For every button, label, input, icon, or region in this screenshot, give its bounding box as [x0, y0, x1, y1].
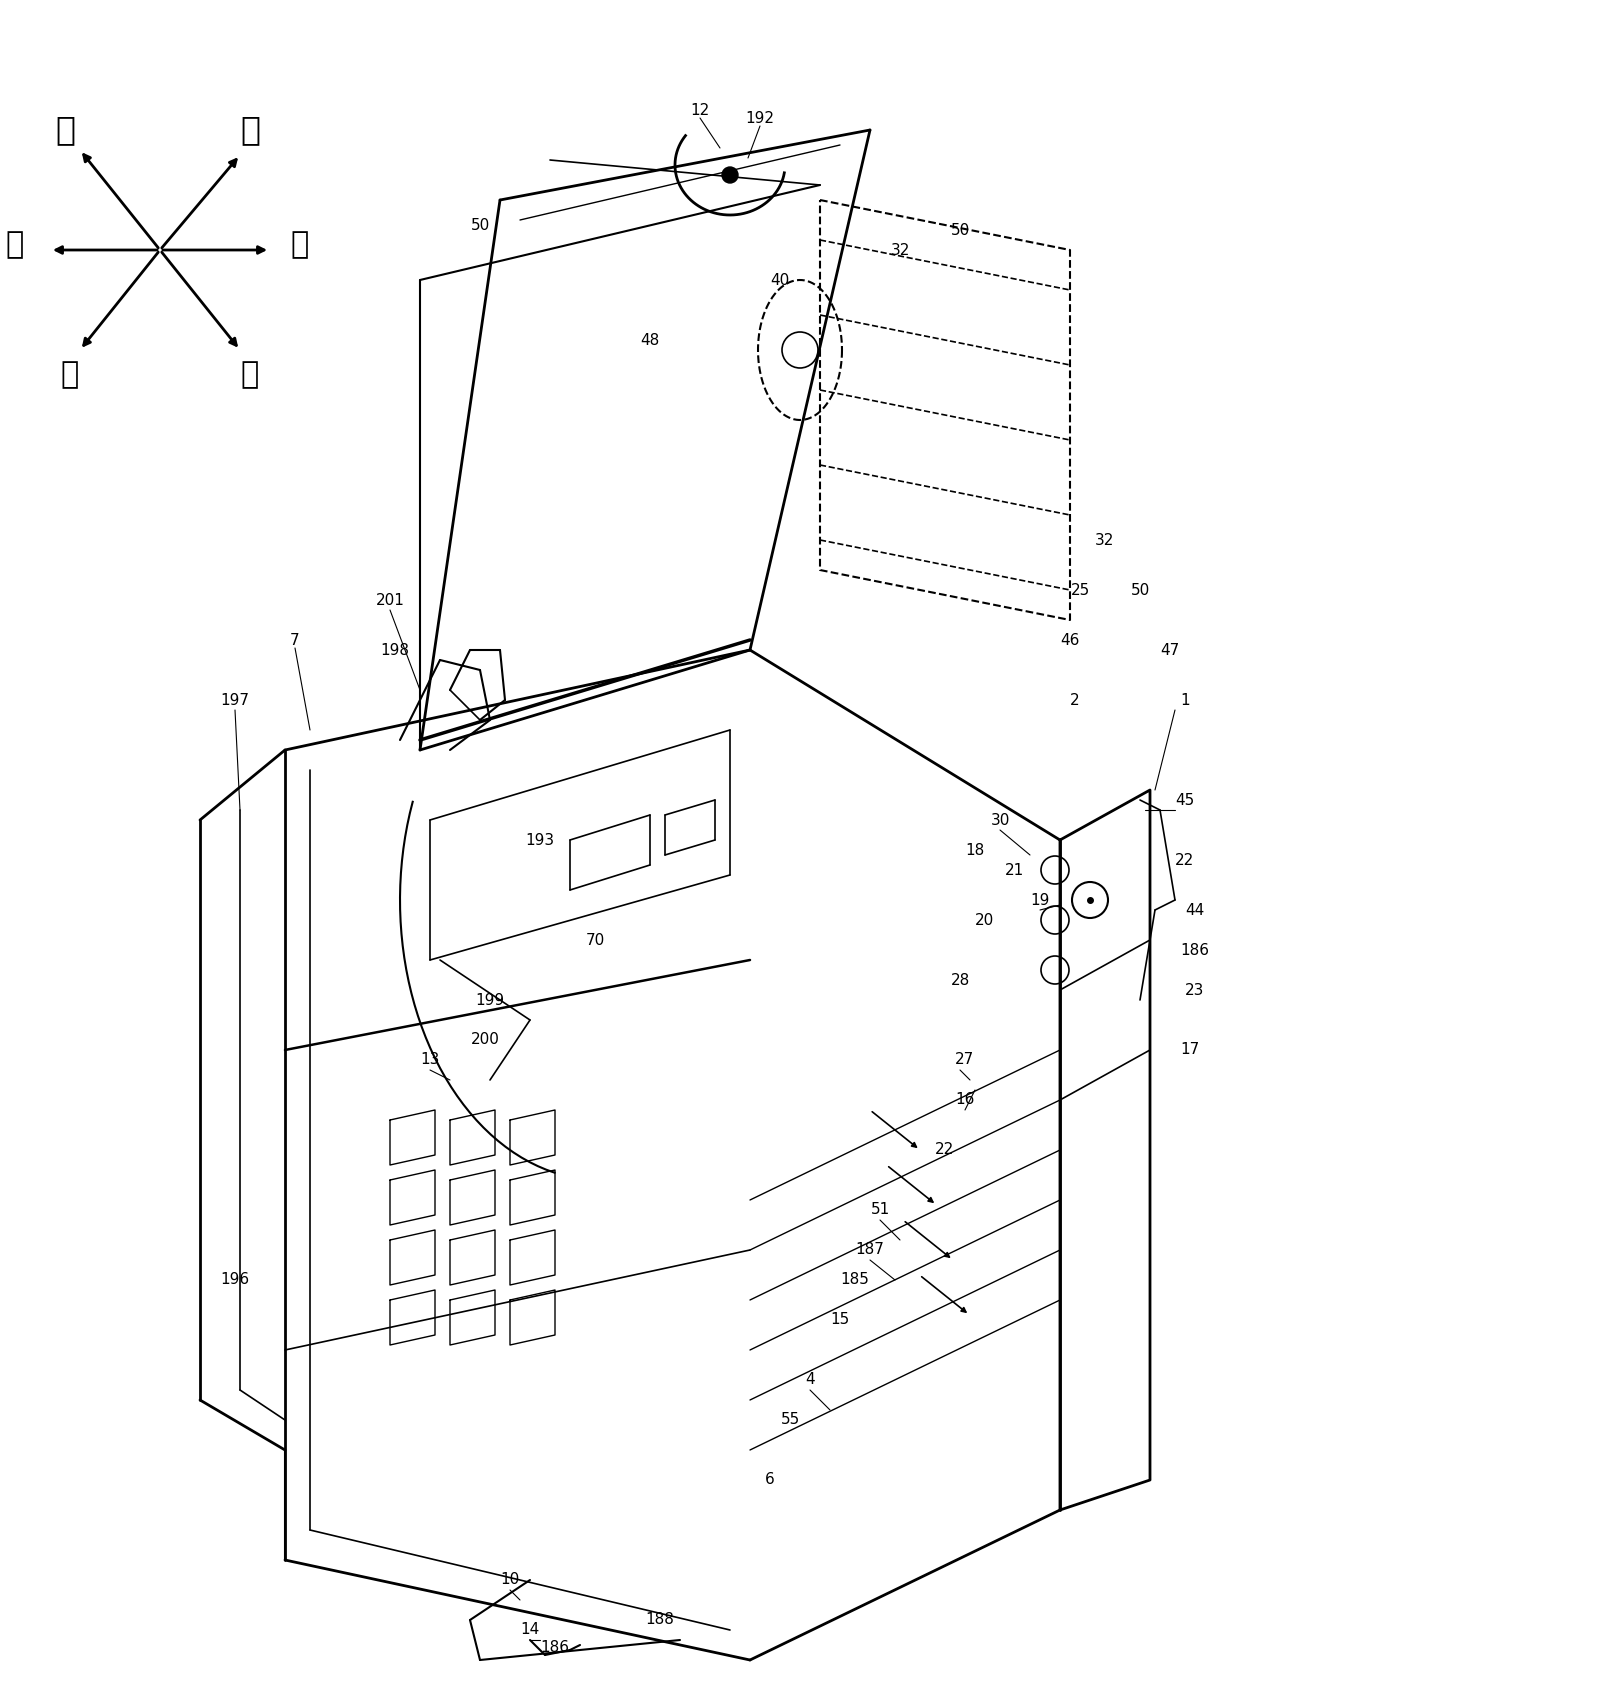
Text: 45: 45: [1175, 792, 1194, 807]
Text: 40: 40: [770, 272, 789, 288]
Text: 199: 199: [476, 992, 505, 1008]
Text: 上: 上: [6, 230, 24, 259]
Text: 200: 200: [471, 1033, 500, 1048]
Text: 186: 186: [1181, 942, 1210, 957]
Text: 198: 198: [381, 643, 410, 658]
Text: 16: 16: [955, 1093, 975, 1107]
Text: 193: 193: [525, 833, 554, 848]
Text: 201: 201: [376, 592, 405, 607]
Text: 51: 51: [871, 1203, 890, 1218]
Text: 4: 4: [805, 1373, 815, 1388]
Text: 25: 25: [1070, 582, 1090, 597]
Text: 1: 1: [1180, 693, 1189, 708]
Text: 廾: 廾: [61, 360, 79, 390]
Text: 197: 197: [220, 693, 249, 708]
Text: 192: 192: [746, 111, 775, 126]
Text: 46: 46: [1061, 632, 1080, 648]
Text: 右: 右: [239, 113, 260, 146]
Text: 10: 10: [500, 1573, 519, 1588]
Text: 21: 21: [1006, 863, 1025, 878]
Text: 23: 23: [1186, 982, 1205, 997]
Text: 196: 196: [220, 1273, 249, 1287]
Text: 前: 前: [241, 360, 259, 390]
Text: 50: 50: [471, 217, 490, 232]
Text: 22: 22: [935, 1142, 955, 1157]
Text: 20: 20: [975, 913, 995, 927]
Text: 32: 32: [890, 242, 910, 257]
Text: 32: 32: [1096, 533, 1115, 548]
Text: 卜: 卜: [291, 230, 309, 259]
Text: 185: 185: [840, 1273, 869, 1287]
Circle shape: [722, 167, 738, 183]
Text: 44: 44: [1186, 903, 1205, 917]
Text: 15: 15: [831, 1312, 850, 1327]
Text: 14: 14: [521, 1623, 540, 1638]
Text: 19: 19: [1030, 893, 1049, 908]
Text: 55: 55: [781, 1413, 800, 1428]
Text: 6: 6: [765, 1472, 775, 1487]
Text: 18: 18: [966, 843, 985, 858]
Text: 48: 48: [640, 333, 659, 348]
Text: 7: 7: [291, 632, 301, 648]
Text: 30: 30: [990, 812, 1009, 828]
Text: 50: 50: [1130, 582, 1149, 597]
Text: 2: 2: [1070, 693, 1080, 708]
Text: 27: 27: [956, 1053, 974, 1068]
Text: 28: 28: [950, 972, 969, 987]
Text: 后: 后: [55, 113, 76, 146]
Text: 22: 22: [1175, 853, 1194, 868]
Text: 186: 186: [540, 1640, 569, 1655]
Text: 50: 50: [950, 222, 969, 237]
Text: 13: 13: [421, 1053, 440, 1068]
Text: 12: 12: [691, 103, 710, 118]
Text: 188: 188: [646, 1613, 675, 1628]
Text: 17: 17: [1181, 1043, 1199, 1058]
Text: 47: 47: [1160, 643, 1180, 658]
Text: 187: 187: [855, 1243, 884, 1258]
Text: 70: 70: [585, 932, 604, 947]
